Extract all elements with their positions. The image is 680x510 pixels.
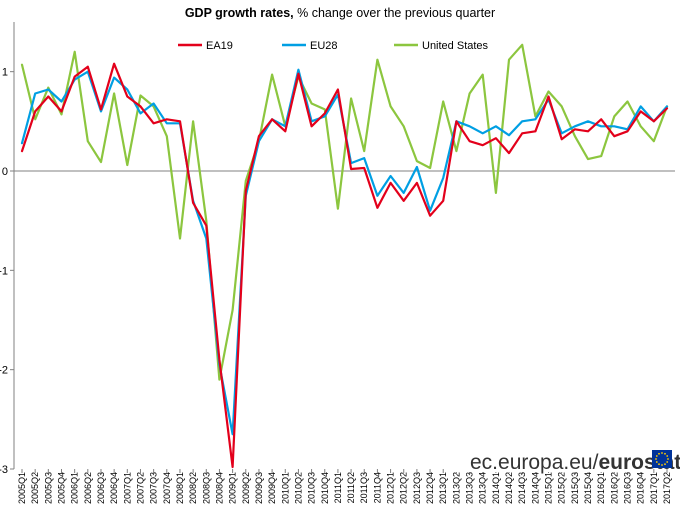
x-axis: 2005Q1 2005Q2 2005Q3 2005Q4 2006Q1 2006Q2 2006… <box>17 469 672 504</box>
eu-flag-star <box>658 463 660 466</box>
series-line-ea19 <box>20 62 669 469</box>
y-axis: -3 -2 -1 0 1 <box>0 67 14 476</box>
y-tick-label: -3 <box>0 464 8 476</box>
x-tick-label: 2014Q1 <box>491 472 501 504</box>
x-tick-label: 2014Q4 <box>530 472 540 504</box>
x-tick-label: 2011Q3 <box>359 472 369 503</box>
x-tick-label: 2006Q3 <box>96 472 106 504</box>
x-tick-label: 2007Q3 <box>149 472 159 504</box>
branding-text: ec.europa.eu/eurostat <box>470 451 680 474</box>
x-tick-label: 2010Q1 <box>280 472 290 504</box>
x-tick-label: 2012Q2 <box>399 472 409 504</box>
eu-flag-star <box>661 464 663 466</box>
y-tick-label: 0 <box>2 166 8 178</box>
x-tick-label: 2014Q2 <box>504 472 514 504</box>
x-tick-label: 2014Q3 <box>517 472 527 504</box>
x-tick-label: 2006Q2 <box>83 472 93 504</box>
eu-flag-star <box>664 463 666 466</box>
x-tick-label: 2015Q3 <box>570 472 580 504</box>
eu-flag-star <box>664 452 666 455</box>
x-tick-label: 2008Q4 <box>214 472 224 504</box>
x-tick-label: 2016Q1 <box>596 472 606 504</box>
eu-flag-icon <box>652 450 672 468</box>
x-tick-label: 2011Q2 <box>346 472 356 503</box>
x-tick-label: 2012Q1 <box>386 472 396 504</box>
x-tick-label: 2013Q3 <box>465 472 475 504</box>
chart-title-rest: % change over the previous quarter <box>294 6 496 20</box>
x-tick-label: 2012Q4 <box>425 472 435 504</box>
x-tick-label: 2008Q2 <box>188 472 198 504</box>
x-tick-label: 2011Q4 <box>372 472 382 503</box>
eu-flag-star <box>655 458 657 460</box>
x-tick-label: 2015Q4 <box>583 472 593 504</box>
eurostat-branding: ec.europa.eu/eurostat <box>446 446 680 474</box>
x-tick-label: 2013Q4 <box>478 472 488 504</box>
x-tick-label: 2016Q3 <box>623 472 633 504</box>
legend-label-united-states: United States <box>422 40 489 52</box>
eu-flag-field <box>652 450 672 468</box>
legend: EA19 EU28 United States <box>178 40 489 52</box>
x-tick-label: 2017Q2 <box>662 472 672 504</box>
x-tick-label: 2011Q1 <box>333 472 343 503</box>
y-tick-label: 1 <box>2 67 8 79</box>
x-tick-label: 2013Q2 <box>451 472 461 504</box>
chart-title-bold: GDP growth rates, <box>185 6 294 20</box>
x-tick-label: 2009Q3 <box>254 472 264 504</box>
y-tick-label: -1 <box>0 265 8 277</box>
x-tick-label: 2005Q4 <box>56 472 66 504</box>
x-tick-label: 2010Q2 <box>293 472 303 504</box>
eu-flag-star <box>667 458 669 460</box>
series-line-united-states <box>20 43 669 381</box>
x-tick-label: 2008Q3 <box>201 472 211 504</box>
x-tick-label: 2007Q4 <box>162 472 172 504</box>
eu-flag-star <box>658 452 660 455</box>
eu-flag-star <box>655 455 658 457</box>
x-tick-label: 2016Q2 <box>609 472 619 504</box>
x-tick-label: 2008Q1 <box>175 472 185 504</box>
branding-domain: ec.europa.eu/ <box>470 451 599 474</box>
branding-background <box>446 446 652 472</box>
eu-flag-star <box>666 461 669 463</box>
x-tick-label: 2006Q4 <box>109 472 119 504</box>
eu-flag-star <box>661 452 663 454</box>
x-tick-label: 2009Q4 <box>267 472 277 504</box>
legend-label-ea19: EA19 <box>206 40 233 52</box>
x-tick-label: 2013Q1 <box>438 472 448 504</box>
x-tick-label: 2015Q1 <box>544 472 554 504</box>
chart-title: GDP growth rates, % change over the prev… <box>185 6 495 20</box>
x-tick-label: 2012Q3 <box>412 472 422 504</box>
series-lines <box>20 43 669 469</box>
x-tick-label: 2017Q1 <box>649 472 659 504</box>
x-tick-label: 2015Q2 <box>557 472 567 504</box>
x-tick-label: 2005Q3 <box>43 472 53 504</box>
x-tick-label: 2009Q1 <box>228 472 238 504</box>
y-tick-label: -2 <box>0 365 8 377</box>
x-tick-label: 2010Q3 <box>307 472 317 504</box>
plot-area <box>13 22 675 469</box>
legend-label-eu28: EU28 <box>310 40 338 52</box>
eu-flag-star <box>655 461 658 463</box>
x-tick-label: 2007Q1 <box>122 472 132 504</box>
x-tick-label: 2006Q1 <box>70 472 80 504</box>
eu-flag-star <box>666 455 669 457</box>
x-tick-label: 2009Q2 <box>241 472 251 504</box>
x-tick-label: 2005Q1 <box>17 472 27 504</box>
x-tick-label: 2007Q2 <box>135 472 145 504</box>
x-tick-label: 2005Q2 <box>30 472 40 504</box>
x-tick-label: 2010Q4 <box>320 472 330 504</box>
x-tick-label: 2016Q4 <box>636 472 646 504</box>
